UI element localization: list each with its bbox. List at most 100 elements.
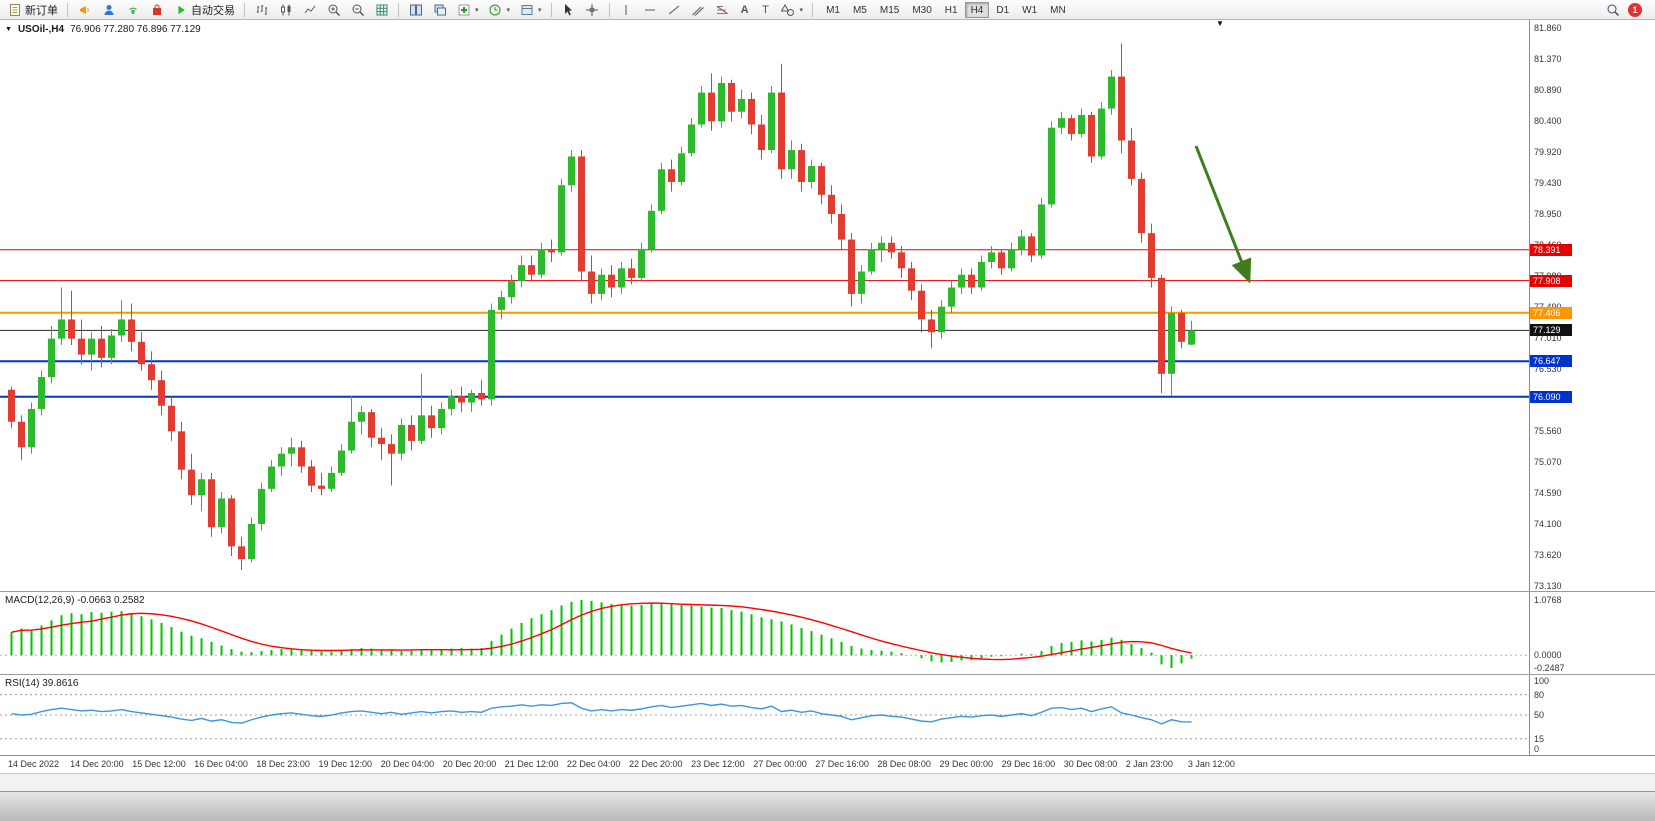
timeframe-h4-button[interactable]: H4 <box>964 1 990 18</box>
timeframe-w1-button[interactable]: W1 <box>1022 4 1038 16</box>
separator <box>398 2 399 17</box>
community-button[interactable] <box>97 1 120 19</box>
zoom-out-icon <box>350 3 365 17</box>
text-label-icon: T <box>762 3 769 16</box>
signal-waves-icon <box>125 3 140 17</box>
rsi-tick: 100 <box>1534 676 1550 686</box>
price-tick: 77.010 <box>1534 333 1562 343</box>
vertical-line-button[interactable] <box>615 1 638 19</box>
price-tick: 80.890 <box>1534 85 1562 95</box>
search-icon[interactable] <box>1605 3 1620 17</box>
price-tick: 80.400 <box>1534 116 1562 127</box>
dropdown-caret-icon: ▾ <box>475 6 479 14</box>
price-tick: 73.130 <box>1534 581 1562 591</box>
cursor-button[interactable] <box>557 1 580 19</box>
macd-pane[interactable]: MACD(12,26,9) -0.0663 0.2582 1.0768 0.000… <box>0 591 1655 674</box>
price-tick: 73.620 <box>1534 549 1562 560</box>
shopping-bag-icon <box>149 3 164 17</box>
timeframe-m15-button[interactable]: M15 <box>879 4 900 16</box>
tile-windows-button[interactable] <box>404 1 427 19</box>
toolbar-right-group: 1 <box>1605 2 1652 17</box>
cascade-windows-icon <box>432 3 447 17</box>
indicators-button[interactable]: ▾ <box>452 1 483 19</box>
signals-button[interactable] <box>121 1 144 19</box>
trendline-icon <box>667 3 682 17</box>
hline-price-label: 77.908 <box>1530 274 1572 287</box>
timeframe-h1-button[interactable]: H1 <box>944 4 958 16</box>
timeframe-d1-button[interactable]: D1 <box>996 4 1010 16</box>
time-tick: 20 Dec 04:00 <box>380 759 435 769</box>
timeframe-mn-button[interactable]: MN <box>1050 4 1066 16</box>
auto-trading-button[interactable]: 自动交易 <box>169 1 239 19</box>
grid-button[interactable] <box>370 1 393 19</box>
macd-chart[interactable] <box>0 592 1529 674</box>
macd-label: MACD(12,26,9) -0.0663 0.2582 <box>5 595 145 606</box>
taskbar <box>0 791 1655 821</box>
price-tick: 81.860 <box>1534 23 1562 33</box>
text-button[interactable]: A <box>735 1 755 19</box>
separator <box>67 2 68 17</box>
timeframe-m1-button[interactable]: M1 <box>826 4 840 16</box>
candlestick-chart-button[interactable] <box>274 1 297 19</box>
line-chart-button[interactable] <box>298 1 321 19</box>
time-tick: 22 Dec 04:00 <box>566 759 621 769</box>
templates-button[interactable]: ▾ <box>515 1 546 19</box>
price-tick: 74.100 <box>1534 519 1562 529</box>
time-tick: 22 Dec 20:00 <box>629 759 683 769</box>
dropdown-caret-icon: ▾ <box>538 6 542 14</box>
time-tick: 21 Dec 12:00 <box>504 759 559 769</box>
chart-shift-marker-icon[interactable]: ▼ <box>1216 19 1224 28</box>
status-bar <box>0 773 1655 791</box>
new-order-label: 新订单 <box>25 4 58 17</box>
price-tick: 78.950 <box>1534 209 1562 219</box>
one-click-trading-arrow-icon[interactable]: ▼ <box>5 26 12 33</box>
symbol-title: USOil-,H4 <box>17 24 65 35</box>
time-tick: 28 Dec 08:00 <box>877 759 931 769</box>
price-tick: 79.920 <box>1534 147 1562 157</box>
separator <box>550 2 552 17</box>
price-tick: 75.070 <box>1534 457 1562 467</box>
price-tick: 76.530 <box>1534 363 1562 374</box>
zoom-in-button[interactable] <box>322 1 345 19</box>
rsi-pane[interactable]: RSI(14) 39.8616 100 80 50 15 0 <box>0 674 1655 755</box>
channel-button[interactable] <box>687 1 710 19</box>
line-chart-icon <box>302 3 317 17</box>
notification-badge[interactable]: 1 <box>1628 2 1642 17</box>
crosshair-button[interactable] <box>581 1 604 19</box>
dropdown-caret-icon: ▾ <box>799 6 804 14</box>
price-chart-pane[interactable]: ▼ USOil-,H4 76.906 77.280 76.896 77.129 … <box>0 20 1655 591</box>
time-tick: 14 Dec 2022 <box>8 759 60 769</box>
time-tick: 3 Jan 12:00 <box>1187 759 1235 769</box>
timeframe-m5-button[interactable]: M5 <box>852 4 867 16</box>
candlestick-chart[interactable] <box>0 20 1529 591</box>
time-axis[interactable]: 14 Dec 2022 14 Dec 20:00 15 Dec 12:00 16 De… <box>0 755 1655 773</box>
price-tick: 81.370 <box>1534 54 1562 65</box>
price-tick: 74.590 <box>1534 487 1562 498</box>
new-order-button[interactable]: 新订单 <box>3 1 62 19</box>
main-toolbar: 新订单 自动交易 ▾ ▾ ▾ A T ▾ M1 M5 M15 M30 H1 H4 D1 W1 M… <box>0 0 1655 20</box>
rsi-chart[interactable] <box>0 675 1529 755</box>
market-button[interactable] <box>145 1 168 19</box>
new-order-icon <box>7 3 22 17</box>
shapes-button[interactable]: ▾ <box>777 1 808 19</box>
rsi-tick: 15 <box>1534 733 1545 744</box>
bar-chart-button[interactable] <box>250 1 273 19</box>
cascade-windows-button[interactable] <box>428 1 451 19</box>
time-tick: 14 Dec 20:00 <box>70 759 124 769</box>
timeframe-m30-button[interactable]: M30 <box>912 4 932 16</box>
price-axis: 81.860 81.370 80.890 80.400 79.920 79.430 78.9… <box>1529 20 1655 591</box>
fibonacci-button[interactable] <box>711 1 734 19</box>
indicators-plus-icon <box>456 3 471 17</box>
price-tick: 79.430 <box>1534 178 1562 189</box>
grid-icon <box>374 3 389 17</box>
horizontal-line-button[interactable] <box>639 1 662 19</box>
separator <box>812 2 814 17</box>
alerts-button[interactable] <box>73 1 96 19</box>
periods-button[interactable]: ▾ <box>484 1 515 19</box>
zoom-out-button[interactable] <box>346 1 369 19</box>
text-label-button[interactable]: T <box>756 1 776 19</box>
trendline-button[interactable] <box>663 1 686 19</box>
rsi-tick: 0 <box>1534 744 1540 754</box>
macd-axis: 1.0768 0.0000 -0.2487 <box>1529 592 1655 674</box>
ohlc-values: 76.906 77.280 76.896 77.129 <box>70 24 201 35</box>
